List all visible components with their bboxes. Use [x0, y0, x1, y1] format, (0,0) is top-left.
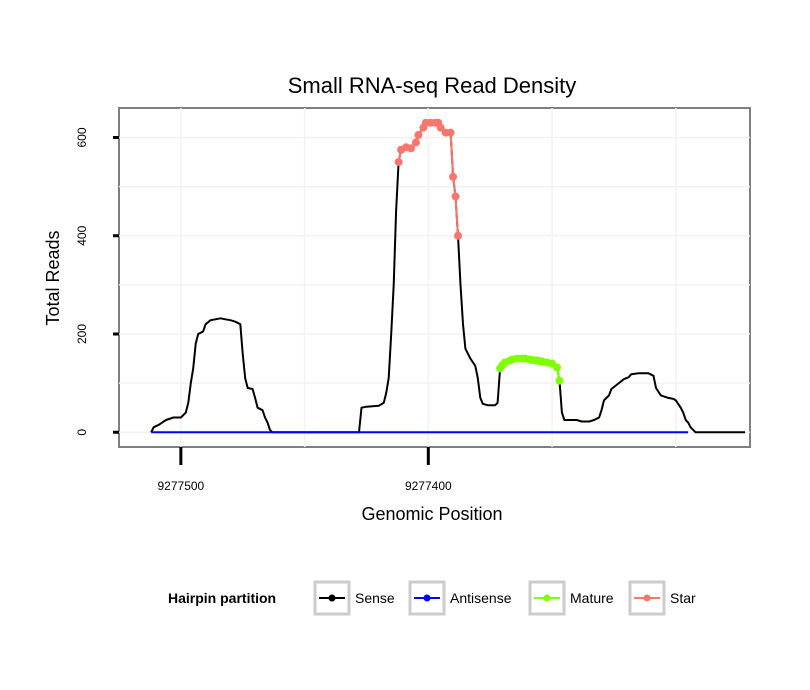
y-axis: 0 200 400 600 [75, 127, 119, 436]
data-point-mature [552, 363, 561, 372]
legend: Hairpin partition Sense Antisense Mature St… [168, 580, 696, 616]
legend-item-sense: Sense [313, 580, 395, 616]
legend-item-antisense: Antisense [408, 580, 512, 616]
data-point-star [449, 172, 458, 181]
legend-label: Sense [355, 590, 395, 606]
y-tick-label: 400 [75, 225, 89, 245]
y-tick-label: 0 [75, 429, 89, 436]
data-point-star [436, 123, 445, 132]
data-point-star [446, 128, 455, 137]
data-point-star [394, 158, 403, 167]
data-point-star [451, 192, 460, 201]
data-point-mature [555, 376, 564, 385]
chart-title: Small RNA-seq Read Density [288, 73, 577, 98]
legend-key-point [423, 594, 431, 602]
data-point-star [406, 144, 415, 153]
x-tick-label: 9277400 [405, 479, 452, 493]
legend-label: Star [670, 590, 696, 606]
legend-item-star: Star [628, 580, 696, 616]
legend-key-point [643, 594, 651, 602]
x-axis: 9277500 9277400 [158, 447, 452, 493]
grid-lines [119, 108, 750, 447]
y-tick-label: 200 [75, 324, 89, 344]
x-axis-title: Genomic Position [361, 504, 502, 524]
legend-label: Antisense [450, 590, 512, 606]
legend-label: Mature [570, 590, 614, 606]
legend-key-point [543, 594, 551, 602]
data-point-star [414, 131, 423, 140]
y-tick-label: 600 [75, 127, 89, 147]
legend-title: Hairpin partition [168, 590, 276, 606]
x-tick-label: 9277500 [158, 479, 205, 493]
legend-item-mature: Mature [528, 580, 614, 616]
series-layer [150, 118, 746, 434]
plot-panel [118, 107, 751, 448]
y-axis-title: Total Reads [43, 230, 63, 325]
legend-key-point [328, 594, 336, 602]
data-point-star [454, 231, 463, 240]
data-point-star [411, 138, 420, 147]
